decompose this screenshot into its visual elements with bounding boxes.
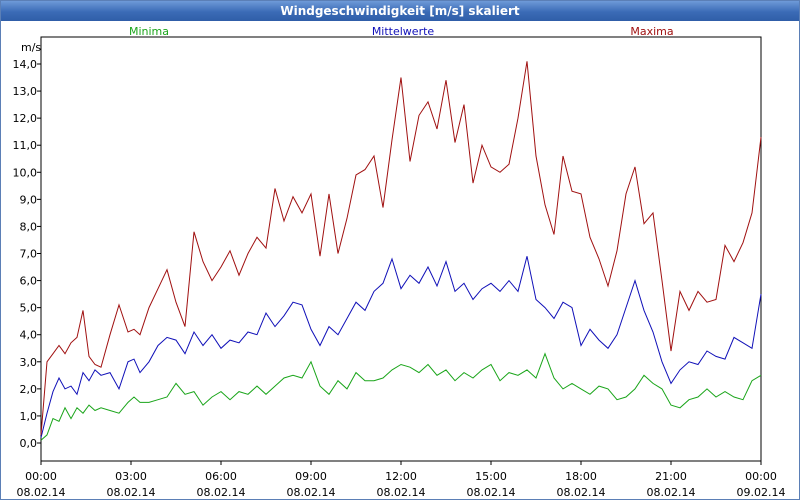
x-tick-time-label: 06:00: [205, 470, 237, 483]
x-tick-time-label: 00:00: [25, 470, 57, 483]
y-tick-label: 13,0: [13, 85, 38, 98]
y-tick-label: 3,0: [20, 356, 38, 369]
x-tick-date-label: 08.02.14: [107, 486, 156, 499]
x-tick-time-label: 15:00: [475, 470, 507, 483]
y-axis-unit-label: m/s: [21, 41, 41, 54]
plot-frame: [40, 36, 762, 462]
x-tick-date-label: 08.02.14: [197, 486, 246, 499]
y-tick-label: 1,0: [20, 410, 38, 423]
y-tick-label: 2,0: [20, 383, 38, 396]
y-tick-label: 12,0: [13, 112, 38, 125]
series-lines: [40, 61, 762, 441]
y-tick-label: 7,0: [20, 248, 38, 261]
x-tick-date-label: 08.02.14: [557, 486, 606, 499]
legend-minima: Minima: [129, 25, 169, 38]
y-tick-label: 10,0: [13, 166, 38, 179]
x-tick-date-label: 08.02.14: [287, 486, 336, 499]
x-tick-time-label: 03:00: [115, 470, 147, 483]
x-tick-time-label: 09:00: [295, 470, 327, 483]
x-tick-time-label: 00:00: [745, 470, 777, 483]
x-tick-date-label: 08.02.14: [647, 486, 696, 499]
chart-axes: [37, 36, 762, 465]
y-tick-label: 11,0: [13, 139, 38, 152]
y-tick-label: 4,0: [20, 329, 38, 342]
legend-maxima: Maxima: [630, 25, 673, 38]
y-tick-label: 6,0: [20, 275, 38, 288]
y-tick-label: 8,0: [20, 220, 38, 233]
series-line-minima: [40, 352, 762, 441]
x-tick-date-label: 08.02.14: [377, 486, 426, 499]
x-tick-date-label: 09.02.14: [737, 486, 786, 499]
x-tick-date-label: 08.02.14: [17, 486, 66, 499]
y-tick-label: 9,0: [20, 193, 38, 206]
series-line-mittelwerte: [40, 256, 762, 438]
x-tick-time-label: 21:00: [655, 470, 687, 483]
legend-mittelwerte: Mittelwerte: [372, 25, 435, 38]
x-tick-date-label: 08.02.14: [467, 486, 516, 499]
y-tick-label: 14,0: [13, 58, 38, 71]
axis-labels: 0,0 1,0 2,0 3,0 4,0 5,0 6,0 7,0 8,0 9,0 10,0 11,0 12…: [13, 58, 786, 499]
series-line-maxima: [40, 61, 762, 435]
window-title: Windgeschwindigkeit [m/s] skaliert: [1, 1, 799, 21]
x-tick-time-label: 12:00: [385, 470, 417, 483]
y-tick-label: 5,0: [20, 302, 38, 315]
x-tick-time-label: 18:00: [565, 470, 597, 483]
y-tick-label: 0,0: [20, 437, 38, 450]
